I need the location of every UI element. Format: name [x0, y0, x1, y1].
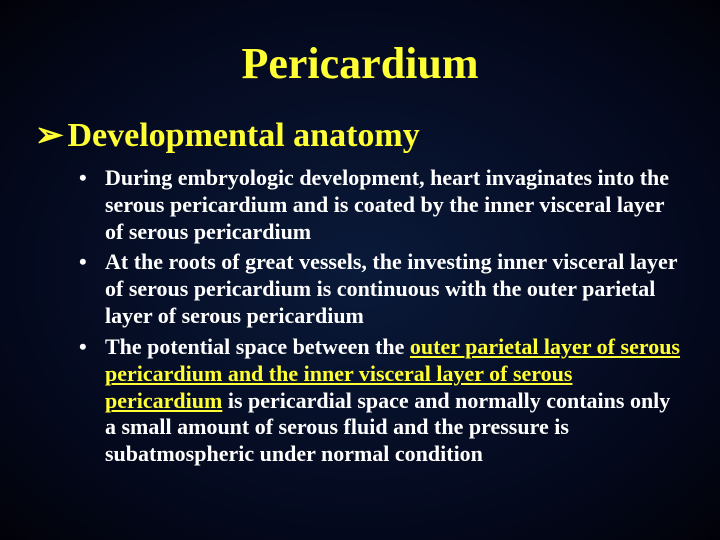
- list-item: At the roots of great vessels, the inves…: [77, 249, 685, 329]
- list-item: During embryologic development, heart in…: [77, 165, 685, 245]
- slide: Pericardium ➢ Developmental anatomy Duri…: [0, 0, 720, 540]
- subheading-text: Developmental anatomy: [68, 117, 420, 155]
- slide-title: Pericardium: [35, 38, 685, 89]
- arrow-bullet-icon: ➢: [35, 115, 64, 155]
- slide-subheading: ➢ Developmental anatomy: [35, 115, 685, 155]
- list-item: The potential space between the outer pa…: [77, 334, 685, 468]
- bullet-list: During embryologic development, heart in…: [77, 165, 685, 468]
- bullet-text-pre: At the roots of great vessels, the inves…: [105, 249, 677, 328]
- bullet-text-pre: The potential space between the: [105, 334, 410, 359]
- bullet-text-pre: During embryologic development, heart in…: [105, 165, 669, 244]
